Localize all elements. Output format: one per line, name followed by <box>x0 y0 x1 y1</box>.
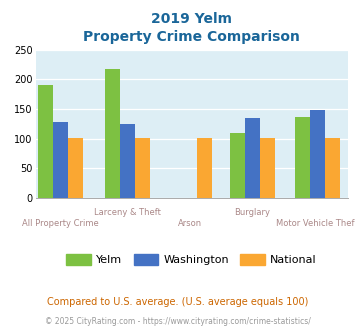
Title: 2019 Yelm
Property Crime Comparison: 2019 Yelm Property Crime Comparison <box>83 12 300 44</box>
Bar <box>324 138 340 198</box>
Bar <box>38 84 53 198</box>
Bar <box>260 138 274 198</box>
Bar <box>105 69 120 198</box>
Bar <box>245 118 260 198</box>
Bar <box>295 116 310 198</box>
Text: All Property Crime: All Property Crime <box>22 219 99 228</box>
Text: Arson: Arson <box>178 219 202 228</box>
Text: Larceny & Theft: Larceny & Theft <box>94 209 160 217</box>
Bar <box>68 138 83 198</box>
Text: © 2025 CityRating.com - https://www.cityrating.com/crime-statistics/: © 2025 CityRating.com - https://www.city… <box>45 317 310 326</box>
Bar <box>230 133 245 198</box>
Bar <box>135 138 149 198</box>
Legend: Yelm, Washington, National: Yelm, Washington, National <box>62 250 321 270</box>
Bar <box>120 124 135 198</box>
Bar <box>197 138 212 198</box>
Bar <box>53 122 68 198</box>
Bar <box>310 110 324 198</box>
Text: Compared to U.S. average. (U.S. average equals 100): Compared to U.S. average. (U.S. average … <box>47 297 308 307</box>
Text: Motor Vehicle Theft: Motor Vehicle Theft <box>276 219 355 228</box>
Text: Burglary: Burglary <box>234 209 270 217</box>
